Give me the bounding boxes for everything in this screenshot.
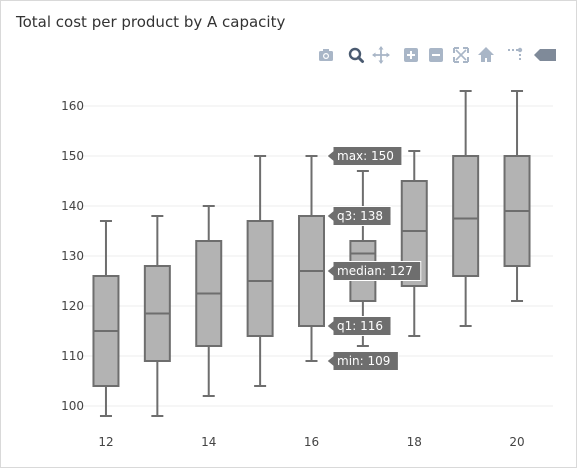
chart-title: Total cost per product by A capacity	[16, 13, 286, 31]
zoom-out-icon[interactable]	[426, 44, 446, 66]
box-body	[452, 155, 480, 277]
hover-label-bg	[326, 146, 403, 166]
box-20	[503, 90, 531, 302]
box-14	[195, 205, 223, 397]
box-19	[452, 90, 480, 327]
hover-label: q3: 138	[326, 206, 392, 226]
hover-label-text: min: 109	[337, 354, 390, 368]
reset-axes-icon[interactable]	[476, 44, 496, 66]
hover-label: min: 109	[326, 351, 399, 371]
camera-icon[interactable]	[316, 44, 336, 66]
hover-label-text: median: 127	[337, 264, 413, 278]
y-tick-label: 100	[61, 399, 84, 413]
y-tick-label: 160	[61, 99, 84, 113]
hover-label-bg	[326, 316, 392, 336]
hover-label-text: max: 150	[337, 149, 394, 163]
y-tick-label: 110	[61, 349, 84, 363]
plotly-logo-icon[interactable]	[530, 44, 558, 66]
box-series	[92, 90, 531, 417]
pan-icon[interactable]	[371, 44, 391, 66]
hover-label-bg	[326, 206, 392, 226]
hover-label-text: q3: 138	[337, 209, 383, 223]
autoscale-icon[interactable]	[451, 44, 471, 66]
y-tick-label: 120	[61, 299, 84, 313]
box-12	[92, 220, 120, 417]
hover-label-bg	[326, 261, 422, 281]
x-tick-label: 16	[304, 435, 319, 449]
hover-labels: max: 150 q3: 138 median: 127 q1: 116 min: 10…	[326, 146, 422, 371]
x-tick-label: 18	[407, 435, 422, 449]
y-tick-label: 150	[61, 149, 84, 163]
hover-label: q1: 116	[326, 316, 392, 336]
box-16	[298, 155, 325, 362]
box-body	[246, 220, 274, 337]
hover-label-bg	[326, 351, 399, 371]
y-tick-label: 140	[61, 199, 84, 213]
modebar	[312, 44, 562, 66]
x-tick-label: 20	[509, 435, 524, 449]
zoom-icon[interactable]	[346, 44, 366, 66]
hover-label: median: 127	[326, 261, 422, 281]
zoom-in-icon[interactable]	[401, 44, 421, 66]
hover-label: max: 150	[326, 146, 403, 166]
spike-lines-icon[interactable]	[505, 44, 525, 66]
box-13	[143, 215, 171, 417]
box-15	[246, 155, 274, 387]
y-tick-label: 130	[61, 249, 84, 263]
hover-label-text: q1: 116	[337, 319, 383, 333]
x-tick-label: 14	[201, 435, 216, 449]
axis-ticks: 100 110 120 130 140 150 160 12 14 16 18 20	[61, 99, 525, 449]
box-18	[400, 150, 428, 337]
x-tick-label: 12	[98, 435, 113, 449]
